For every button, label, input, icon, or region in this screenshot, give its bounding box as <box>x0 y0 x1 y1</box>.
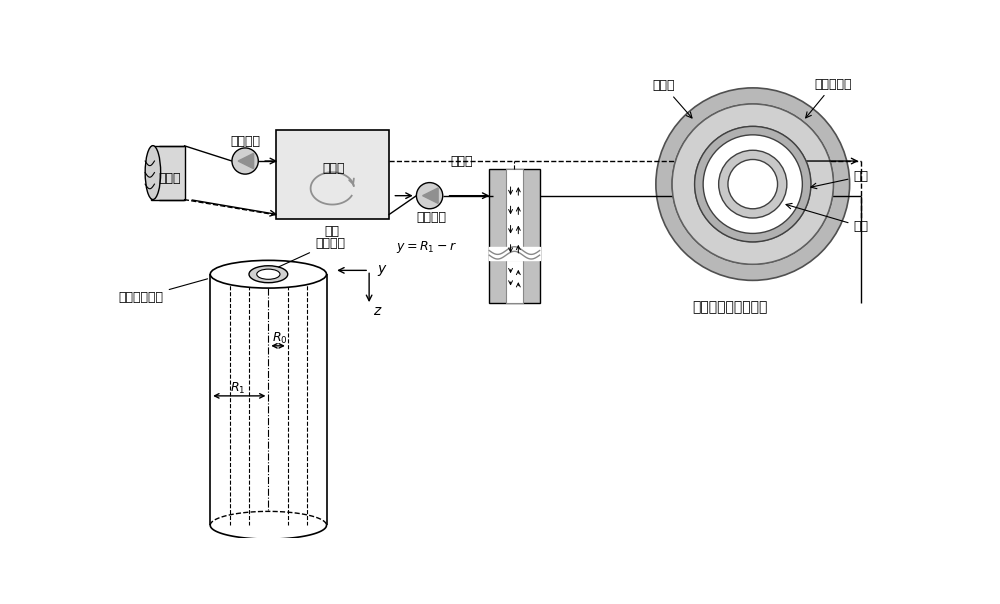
Bar <box>506 260 523 303</box>
Ellipse shape <box>257 269 280 279</box>
Circle shape <box>695 126 811 242</box>
Text: 中深层地埋管换热器: 中深层地埋管换热器 <box>692 300 767 314</box>
Text: $z$: $z$ <box>373 304 383 318</box>
Text: 地源侧: 地源侧 <box>450 155 473 167</box>
Text: 套管内管: 套管内管 <box>279 237 345 267</box>
Polygon shape <box>238 153 254 169</box>
Circle shape <box>719 150 787 218</box>
Text: 用户侧: 用户侧 <box>158 172 180 185</box>
Bar <box>506 169 523 249</box>
Text: $R_1$: $R_1$ <box>230 381 245 396</box>
Circle shape <box>232 148 258 174</box>
Text: 套管外管圆环: 套管外管圆环 <box>119 279 208 304</box>
Text: 热泵: 热泵 <box>325 225 340 237</box>
Text: 冷冻水泵: 冷冻水泵 <box>416 211 446 223</box>
Text: 混凝土填料: 混凝土填料 <box>806 77 852 118</box>
Text: 岩石层: 岩石层 <box>652 79 692 118</box>
Circle shape <box>672 104 833 264</box>
Bar <box>276 130 388 219</box>
Polygon shape <box>423 188 438 204</box>
Text: $y$: $y$ <box>377 263 388 278</box>
Bar <box>489 169 540 303</box>
Circle shape <box>703 135 802 233</box>
Text: $y = R_1 - r$: $y = R_1 - r$ <box>396 239 457 255</box>
Text: 热循环: 热循环 <box>323 162 345 175</box>
Circle shape <box>672 104 833 264</box>
Ellipse shape <box>145 146 161 199</box>
Circle shape <box>416 182 443 209</box>
Text: $R_0$: $R_0$ <box>272 330 287 345</box>
Bar <box>151 146 185 199</box>
Text: 冷却水泵: 冷却水泵 <box>230 135 260 147</box>
Circle shape <box>728 159 778 209</box>
Circle shape <box>695 126 811 242</box>
Text: 内管: 内管 <box>786 204 868 233</box>
Ellipse shape <box>249 266 288 283</box>
Circle shape <box>656 88 850 280</box>
Ellipse shape <box>210 260 326 288</box>
Text: 外管: 外管 <box>811 170 868 188</box>
